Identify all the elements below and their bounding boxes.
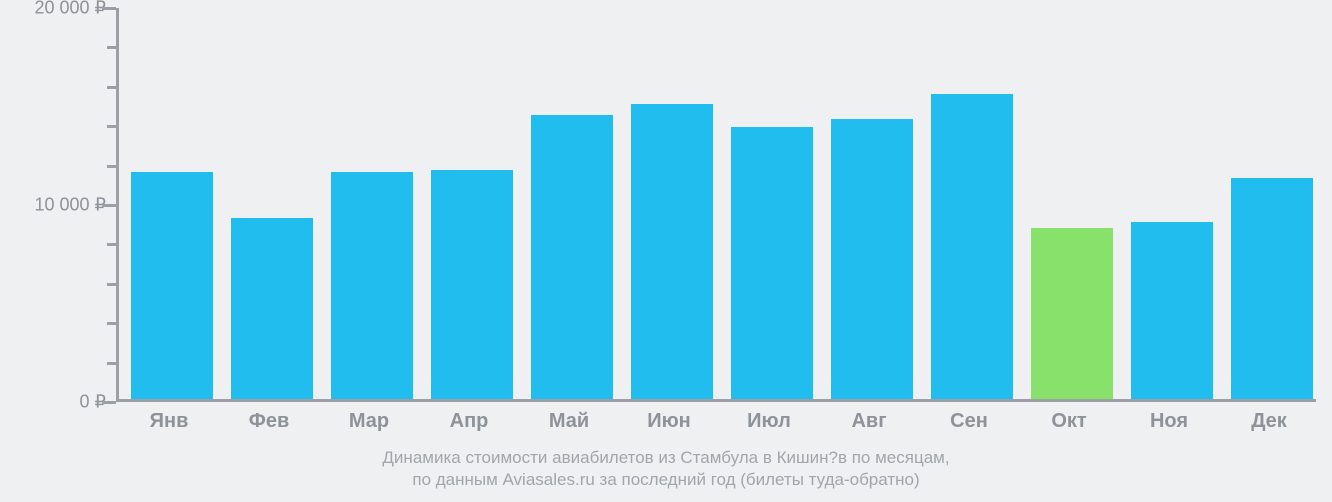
y-tick-major	[102, 401, 116, 404]
x-axis-label: Сен	[950, 410, 988, 433]
bar	[831, 119, 913, 399]
x-axis-label: Янв	[150, 410, 189, 433]
bar	[231, 218, 313, 399]
y-tick-minor	[107, 283, 116, 286]
x-axis-label: Окт	[1051, 410, 1086, 433]
bar	[631, 104, 713, 400]
plot-area	[116, 8, 1316, 402]
bar	[531, 115, 613, 399]
bar	[931, 94, 1013, 399]
y-axis-label: 0 ₽	[0, 392, 106, 413]
y-tick-minor	[107, 165, 116, 168]
bar	[731, 127, 813, 399]
x-axis-label: Мар	[349, 410, 389, 433]
y-tick-minor	[107, 125, 116, 128]
y-tick-major	[102, 204, 116, 207]
y-axis-label: 20 000 ₽	[0, 0, 106, 19]
x-axis-label: Июл	[747, 410, 791, 433]
y-axis-labels: 0 ₽10 000 ₽20 000 ₽	[0, 8, 106, 402]
chart-caption-line2: по данным Aviasales.ru за последний год …	[0, 470, 1332, 490]
y-tick-minor	[107, 243, 116, 246]
bars-container	[119, 8, 1316, 399]
bar	[131, 172, 213, 399]
y-axis-label: 10 000 ₽	[0, 195, 106, 216]
x-axis-labels: Янв Фев Мар Апр Май Июн Июл Авг Сен Окт Ноя Дек	[116, 410, 1316, 440]
bar	[431, 170, 513, 399]
y-tick-minor	[107, 322, 116, 325]
x-axis-label: Май	[549, 410, 589, 433]
x-axis-label: Июн	[647, 410, 691, 433]
x-axis-label: Фев	[249, 410, 290, 433]
y-tick-minor	[107, 86, 116, 89]
bar	[1231, 178, 1313, 399]
x-axis-label: Дек	[1251, 410, 1287, 433]
y-tick-major	[102, 7, 116, 10]
x-axis-label: Авг	[851, 410, 886, 433]
chart-caption-line1: Динамика стоимости авиабилетов из Стамбу…	[0, 448, 1332, 468]
y-tick-minor	[107, 46, 116, 49]
y-tick-minor	[107, 362, 116, 365]
x-axis-label: Апр	[450, 410, 489, 433]
bar	[1131, 222, 1213, 399]
bar	[331, 172, 413, 399]
x-axis-label: Ноя	[1150, 410, 1188, 433]
price-chart: 0 ₽10 000 ₽20 000 ₽ ЯнвФевМарАпрМайИюнИю…	[0, 0, 1332, 502]
bar	[1031, 228, 1113, 399]
